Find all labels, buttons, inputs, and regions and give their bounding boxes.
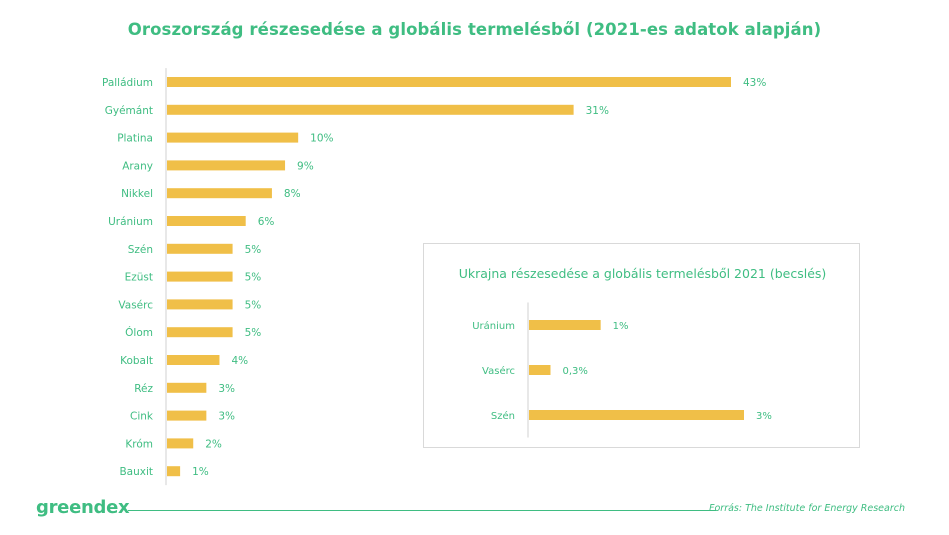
main-12-bar xyxy=(167,382,207,393)
main-11-bar xyxy=(167,355,220,365)
main-2-bar xyxy=(167,104,574,115)
inset-chart-panel: Ukrajna részesedése a globális termelésb… xyxy=(423,243,860,448)
main-11-value-label: 4% xyxy=(231,355,248,367)
source-note: Forrás: The Institute for Energy Researc… xyxy=(709,503,905,514)
main-14-value-label: 2% xyxy=(205,438,222,450)
inset-2-value-label: 0,3% xyxy=(563,366,588,377)
inset-bar-chart: Uránium 1% Vasérc 0,3% Szén 3% xyxy=(472,302,772,438)
inset-1-bar xyxy=(529,320,601,330)
main-6-category-label: Uránium xyxy=(108,216,153,228)
inset-3-category-label: Szén xyxy=(491,410,515,422)
main-1-bar xyxy=(167,77,731,87)
main-6-bar xyxy=(167,216,246,226)
main-4-bar xyxy=(167,160,286,171)
main-4-value-label: 9% xyxy=(297,160,314,172)
main-10-value-label: 5% xyxy=(245,327,262,339)
main-15-value-label: 1% xyxy=(192,466,209,478)
main-3-bar xyxy=(167,132,299,143)
chart-title: Oroszország részesedése a globális terme… xyxy=(127,20,822,39)
main-8-value-label: 5% xyxy=(245,272,262,284)
main-13-value-label: 3% xyxy=(218,411,235,423)
inset-1-value-label: 1% xyxy=(613,321,629,332)
main-13-bar xyxy=(167,410,207,421)
main-4-category-label: Arany xyxy=(122,160,153,172)
main-13-category-label: Cink xyxy=(130,411,154,423)
inset-3-value-label: 3% xyxy=(756,411,772,422)
main-1-category-label: Palládium xyxy=(102,77,153,89)
main-7-value-label: 5% xyxy=(245,244,262,256)
inset-chart-title: Ukrajna részesedése a globális termelésb… xyxy=(458,266,827,281)
main-7-category-label: Szén xyxy=(128,244,153,256)
main-10-category-label: Ólom xyxy=(125,326,153,339)
main-6-value-label: 6% xyxy=(258,216,275,228)
main-8-category-label: Ezüst xyxy=(125,272,153,284)
main-8-bar xyxy=(167,271,233,282)
footer-divider xyxy=(128,510,716,511)
main-15-bar xyxy=(167,466,181,477)
main-3-category-label: Platina xyxy=(117,133,153,145)
main-9-bar xyxy=(167,299,233,310)
main-14-bar xyxy=(167,438,194,449)
main-9-category-label: Vasérc xyxy=(118,299,153,311)
main-5-category-label: Nikkel xyxy=(121,188,153,200)
greendex-logo: greendex xyxy=(36,497,130,518)
main-5-value-label: 8% xyxy=(284,188,301,200)
main-10-bar xyxy=(167,327,233,338)
main-3-value-label: 10% xyxy=(310,133,333,145)
main-2-value-label: 31% xyxy=(586,105,609,117)
main-1-value-label: 43% xyxy=(743,77,766,89)
main-5-bar xyxy=(167,188,272,199)
main-14-category-label: Króm xyxy=(125,438,153,450)
main-11-category-label: Kobalt xyxy=(120,355,153,367)
main-7-bar xyxy=(167,243,233,254)
main-12-category-label: Réz xyxy=(134,383,153,395)
inset-2-bar xyxy=(529,365,551,375)
main-2-category-label: Gyémánt xyxy=(105,105,153,117)
main-15-category-label: Bauxit xyxy=(119,466,153,478)
inset-2-category-label: Vasérc xyxy=(482,365,515,377)
main-9-value-label: 5% xyxy=(245,299,262,311)
main-12-value-label: 3% xyxy=(218,383,235,395)
inset-1-category-label: Uránium xyxy=(472,320,515,332)
inset-3-bar xyxy=(529,410,744,420)
